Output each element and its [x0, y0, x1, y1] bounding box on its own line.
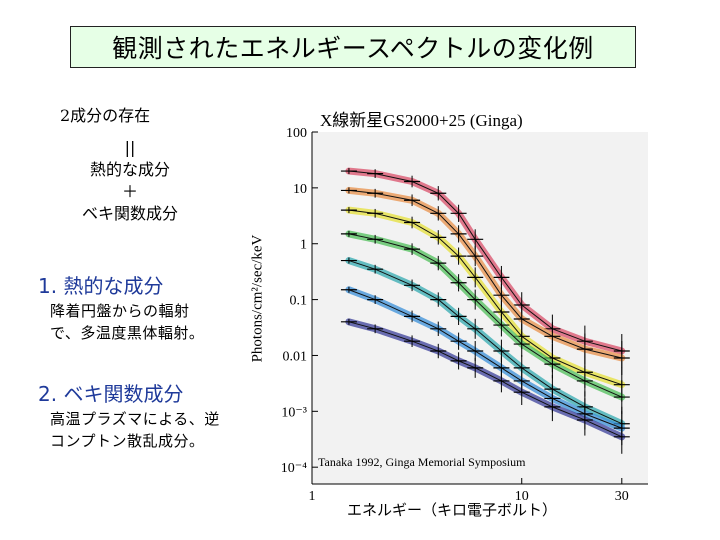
component-summary: 2成分の存在 || 熱的な成分 ＋ ベキ関数成分	[40, 105, 220, 225]
series-5-point	[467, 318, 484, 339]
section2-heading: 2. ベキ関数成分	[38, 382, 184, 406]
section1-body: 降着円盤からの輻射 で、多温度黒体輻射。	[50, 300, 204, 344]
series-3-point	[340, 207, 357, 214]
series-3-point	[404, 216, 421, 229]
series-5-point	[367, 264, 384, 274]
series-7-point	[367, 324, 384, 334]
series-4-point	[430, 255, 447, 271]
series-6-point	[340, 286, 357, 293]
series-1-point	[467, 229, 484, 250]
x-tick-label: 1	[309, 489, 316, 504]
series-1-point	[367, 169, 384, 179]
series-5-point	[404, 279, 421, 292]
section2-line2: コンプトン散乱成分。	[50, 432, 205, 450]
series-5-point	[340, 257, 357, 264]
series-1-point	[340, 168, 357, 175]
y-tick-label: 1	[300, 238, 307, 253]
series-4-point	[367, 234, 384, 244]
x-tick-label: 30	[615, 489, 629, 504]
plot-title: X線新星GS2000+25 (Ginga)	[320, 111, 523, 130]
y-tick-label: 10	[293, 182, 307, 197]
source-annotation: Tanaka 1992, Ginga Memorial Symposium	[318, 455, 526, 469]
series-3-point	[467, 267, 484, 288]
series-6-point	[450, 332, 467, 350]
series-4-point	[513, 331, 530, 357]
series-5-point	[450, 307, 467, 326]
series-2-point	[340, 187, 357, 194]
two-components-text: 2成分の存在	[60, 106, 151, 125]
series-6-point	[467, 341, 484, 362]
x-tick-label: 10	[515, 489, 529, 504]
series-7-point	[544, 392, 561, 422]
series-5-point	[430, 292, 447, 307]
series-4-point	[450, 274, 467, 292]
series-6-point	[367, 295, 384, 304]
section1-line2: で、多温度黒体輻射。	[50, 324, 205, 342]
section2-body: 高温プラズマによる、逆 コンプトン散乱成分。	[50, 408, 220, 452]
thermal-component-text: 熱的な成分	[89, 160, 170, 179]
x-axis-label: エネルギー（キロ電子ボルト）	[347, 501, 558, 519]
y-tick-label: 0.01	[283, 349, 308, 364]
plus-mark: ＋	[121, 182, 138, 201]
series-layer	[340, 167, 630, 454]
series-1-point	[450, 204, 467, 222]
series-7-point	[467, 357, 484, 378]
series-4-point	[467, 289, 484, 310]
y-tick-label: 10⁻³	[281, 405, 307, 420]
series-6-point	[404, 310, 421, 323]
power-law-component-text: ベキ関数成分	[81, 204, 178, 223]
section2-line1: 高温プラズマによる、逆	[50, 410, 220, 428]
series-3-point	[430, 230, 447, 245]
y-tick-label: 100	[286, 126, 307, 141]
series-7-point	[493, 369, 510, 393]
series-2-point	[430, 206, 447, 221]
series-4-point	[340, 230, 357, 237]
series-1-point	[430, 186, 447, 201]
series-1-point	[404, 175, 421, 188]
section1-heading: 1. 熱的な成分	[38, 274, 164, 298]
y-tick-label: 10⁻⁴	[281, 461, 307, 476]
series-7-point	[340, 318, 357, 325]
series-7-point	[430, 343, 447, 359]
section1-line1: 降着円盤からの輻射	[50, 302, 190, 320]
series-3-point	[450, 247, 467, 265]
series-7-point	[613, 419, 630, 454]
series-7-point	[404, 335, 421, 347]
equivalence-mark: ||	[124, 138, 136, 157]
series-2-point	[467, 246, 484, 267]
series-4-point	[493, 313, 510, 337]
series-6-point	[430, 321, 447, 337]
series-4-point	[544, 349, 561, 379]
series-2-point	[367, 188, 384, 198]
series-7-point	[513, 379, 530, 405]
series-4-point	[404, 243, 421, 255]
series-3-point	[367, 208, 384, 218]
series-7-point	[450, 352, 467, 370]
series-2-point	[450, 225, 467, 243]
y-tick-label: 0.1	[290, 294, 308, 309]
series-7-point	[576, 404, 593, 436]
slide-title: 観測されたエネルギースペクトルの変化例	[70, 26, 636, 68]
series-2-point	[404, 194, 421, 207]
